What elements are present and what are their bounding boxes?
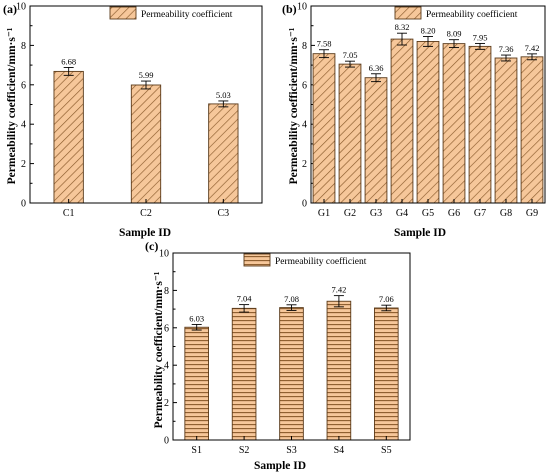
panel-b-y-tick-label: 2	[302, 159, 307, 170]
panel-b: (b) 0 2 4 6 8 10 7.58 G1 7.05 G2 6.36 G3 8.32 G4 8.20 G…	[282, 2, 546, 239]
panel-b-value-label: 7.42	[525, 43, 540, 53]
panel-b-value-label: 8.09	[447, 29, 462, 39]
panel-b-bar	[390, 38, 414, 204]
panel-a-x-tick-label: C3	[217, 208, 229, 219]
panel-a-y-tick-label: 2	[21, 159, 26, 170]
panel-a-value-label: 5.03	[216, 90, 231, 100]
panel-a-bar	[130, 84, 162, 204]
panel-b-bar	[312, 53, 336, 204]
panel-b-axes-frame	[310, 5, 546, 204]
panel-c-x-tick-label: S4	[334, 445, 345, 456]
panel-a-legend: Permeability coefficient	[109, 6, 233, 20]
panel-c-bar	[279, 307, 304, 441]
panel-c-value-label: 7.08	[284, 294, 299, 304]
panel-b-x-tick-label: G2	[344, 208, 356, 219]
panel-b-value-label: 7.36	[499, 44, 514, 54]
panel-b-x-tick-label: G4	[396, 208, 408, 219]
panel-b-bar	[416, 41, 440, 204]
panel-b-value-label: 7.95	[473, 32, 488, 42]
panel-b-bar	[494, 57, 518, 204]
panel-b-bar	[468, 45, 492, 204]
panel-c-legend-swatch	[243, 253, 271, 267]
panel-b-value-label: 7.58	[317, 39, 332, 49]
panel-a-value-label: 6.68	[61, 56, 76, 66]
panel-c-tag: (c)	[145, 239, 158, 253]
panel-c-y-axis-title: Permeability coefficient/mm·s⁻¹	[153, 272, 165, 429]
panel-c-bar	[374, 307, 399, 441]
panel-a-plot: 0 2 4 6 8 10 6.68 C1 5.99 C2 5.03 C3 Permeability co…	[16, 2, 263, 219]
panel-b-bar	[338, 63, 362, 204]
panel-c-x-tick-label: S3	[286, 445, 297, 456]
panel-a-tag: (a)	[3, 2, 17, 16]
panel-b-x-tick-label: G6	[448, 208, 460, 219]
panel-c-x-axis-title: Sample ID	[254, 460, 306, 472]
panel-b-x-tick-label: G7	[474, 208, 486, 219]
panel-a-x-tick-label: C1	[63, 208, 75, 219]
panel-b-tag: (b)	[282, 2, 297, 16]
panel-c-legend-label: Permeability coefficient	[275, 256, 367, 267]
panel-c-x-tick-label: S5	[381, 445, 392, 456]
panel-a-x-tick-label: C2	[140, 208, 152, 219]
panel-b-x-axis-title: Sample ID	[394, 227, 446, 239]
panel-b-x-tick-label: G1	[318, 208, 330, 219]
panel-b-bar	[364, 77, 388, 204]
panel-a: (a) 0 2 4 6 8 10 6.68 C1 5.99 C2 5.03 C3 Permeabilit…	[3, 2, 263, 239]
panel-b-value-label: 6.36	[369, 63, 384, 73]
panel-c-x-tick-label: S2	[239, 445, 250, 456]
panel-c-legend: Permeability coefficient	[243, 253, 367, 267]
panel-a-bar	[208, 103, 239, 204]
panel-c-y-tick-label: 0	[164, 436, 169, 447]
panel-b-legend: Permeability coefficient	[394, 6, 518, 20]
panel-a-legend-label: Permeability coefficient	[141, 9, 233, 20]
panel-c-y-tick-label: 6	[164, 323, 169, 334]
panel-b-bar	[520, 56, 544, 204]
panel-b-value-label: 7.05	[343, 50, 358, 60]
panel-b-x-tick-label: G9	[526, 208, 538, 219]
panel-c-value-label: 7.42	[331, 285, 346, 295]
panel-c-axes-frame	[172, 252, 411, 441]
panel-b-y-tick-label: 8	[302, 41, 307, 52]
panel-c-y-tick-label: 4	[164, 361, 169, 372]
panel-a-bar	[53, 70, 84, 204]
panel-b-value-label: 8.20	[421, 26, 436, 36]
panel-c-bar	[326, 300, 352, 441]
panel-c-plot: 0 2 4 6 8 10 6.03 S1 7.04 S2 7.08 S3 7.42 S4 7.06 S5 Per…	[159, 249, 411, 456]
panel-b-x-tick-label: G5	[422, 208, 434, 219]
panel-a-y-tick-label: 8	[21, 41, 26, 52]
panel-c: (c) 0 2 4 6 8 10 6.03 S1 7.04 S2 7.08 S3 7.42 S4 7.06 S…	[145, 239, 411, 472]
panel-a-axes-frame	[29, 5, 263, 204]
panel-b-y-axis-title: Permeability coefficient/mm·s⁻¹	[288, 28, 300, 185]
panel-c-bar	[184, 326, 210, 441]
panel-c-x-tick-label: S1	[191, 445, 202, 456]
panel-a-y-axis-title: Permeability coefficient/mm·s⁻¹	[6, 28, 18, 185]
panel-a-legend-swatch	[109, 6, 137, 20]
panel-b-y-tick-label: 0	[302, 199, 307, 210]
panel-a-y-tick-label: 0	[21, 199, 26, 210]
panel-c-value-label: 6.03	[189, 313, 204, 323]
panel-c-y-tick-label: 10	[159, 249, 169, 260]
panel-a-y-tick-label: 6	[21, 80, 26, 91]
panel-a-y-tick-label: 10	[16, 2, 26, 13]
panel-b-y-tick-label: 10	[297, 2, 307, 13]
panel-b-bar	[442, 43, 466, 204]
panel-c-bar	[231, 307, 257, 441]
panel-b-x-tick-label: G8	[500, 208, 512, 219]
panel-c-y-tick-label: 8	[164, 286, 169, 297]
panel-b-value-label: 8.32	[395, 22, 410, 32]
panel-c-value-label: 7.06	[379, 294, 394, 304]
panel-a-value-label: 5.99	[139, 70, 154, 80]
panel-a-y-tick-label: 4	[21, 120, 26, 131]
panel-b-legend-label: Permeability coefficient	[426, 9, 518, 20]
panel-b-y-tick-label: 6	[302, 80, 307, 91]
panel-c-y-tick-label: 2	[164, 398, 169, 409]
panel-b-x-tick-label: G3	[370, 208, 382, 219]
panel-c-value-label: 7.04	[237, 294, 253, 304]
panel-b-legend-swatch	[394, 6, 422, 20]
panel-b-y-tick-label: 4	[302, 120, 307, 131]
panel-a-x-axis-title: Sample ID	[119, 227, 171, 239]
panel-b-plot: 0 2 4 6 8 10 7.58 G1 7.05 G2 6.36 G3 8.32 G4 8.20 G5 8.0…	[297, 2, 546, 219]
